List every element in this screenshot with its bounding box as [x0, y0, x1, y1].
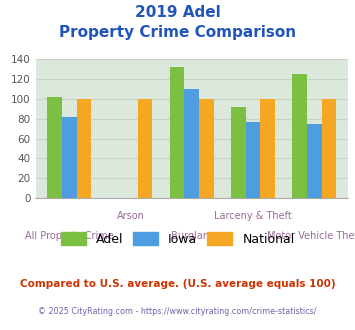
Bar	[62, 117, 77, 198]
Bar	[231, 107, 246, 198]
Text: Larceny & Theft: Larceny & Theft	[214, 211, 292, 221]
Text: Property Crime Comparison: Property Crime Comparison	[59, 25, 296, 40]
Bar	[77, 99, 91, 198]
Bar	[307, 124, 322, 198]
Text: Compared to U.S. average. (U.S. average equals 100): Compared to U.S. average. (U.S. average …	[20, 279, 335, 289]
Text: Burglary: Burglary	[171, 231, 212, 241]
Bar	[322, 99, 336, 198]
Bar	[246, 122, 260, 198]
Text: 2019 Adel: 2019 Adel	[135, 5, 220, 20]
Text: © 2025 CityRating.com - https://www.cityrating.com/crime-statistics/: © 2025 CityRating.com - https://www.city…	[38, 307, 317, 316]
Bar	[260, 99, 275, 198]
Bar	[170, 67, 184, 198]
Text: Arson: Arson	[116, 211, 144, 221]
Bar	[292, 74, 307, 198]
Legend: Adel, Iowa, National: Adel, Iowa, National	[55, 227, 300, 251]
Bar	[199, 99, 214, 198]
Bar	[138, 99, 153, 198]
Bar	[184, 89, 199, 198]
Text: Motor Vehicle Theft: Motor Vehicle Theft	[267, 231, 355, 241]
Bar	[47, 97, 62, 198]
Text: All Property Crime: All Property Crime	[25, 231, 114, 241]
